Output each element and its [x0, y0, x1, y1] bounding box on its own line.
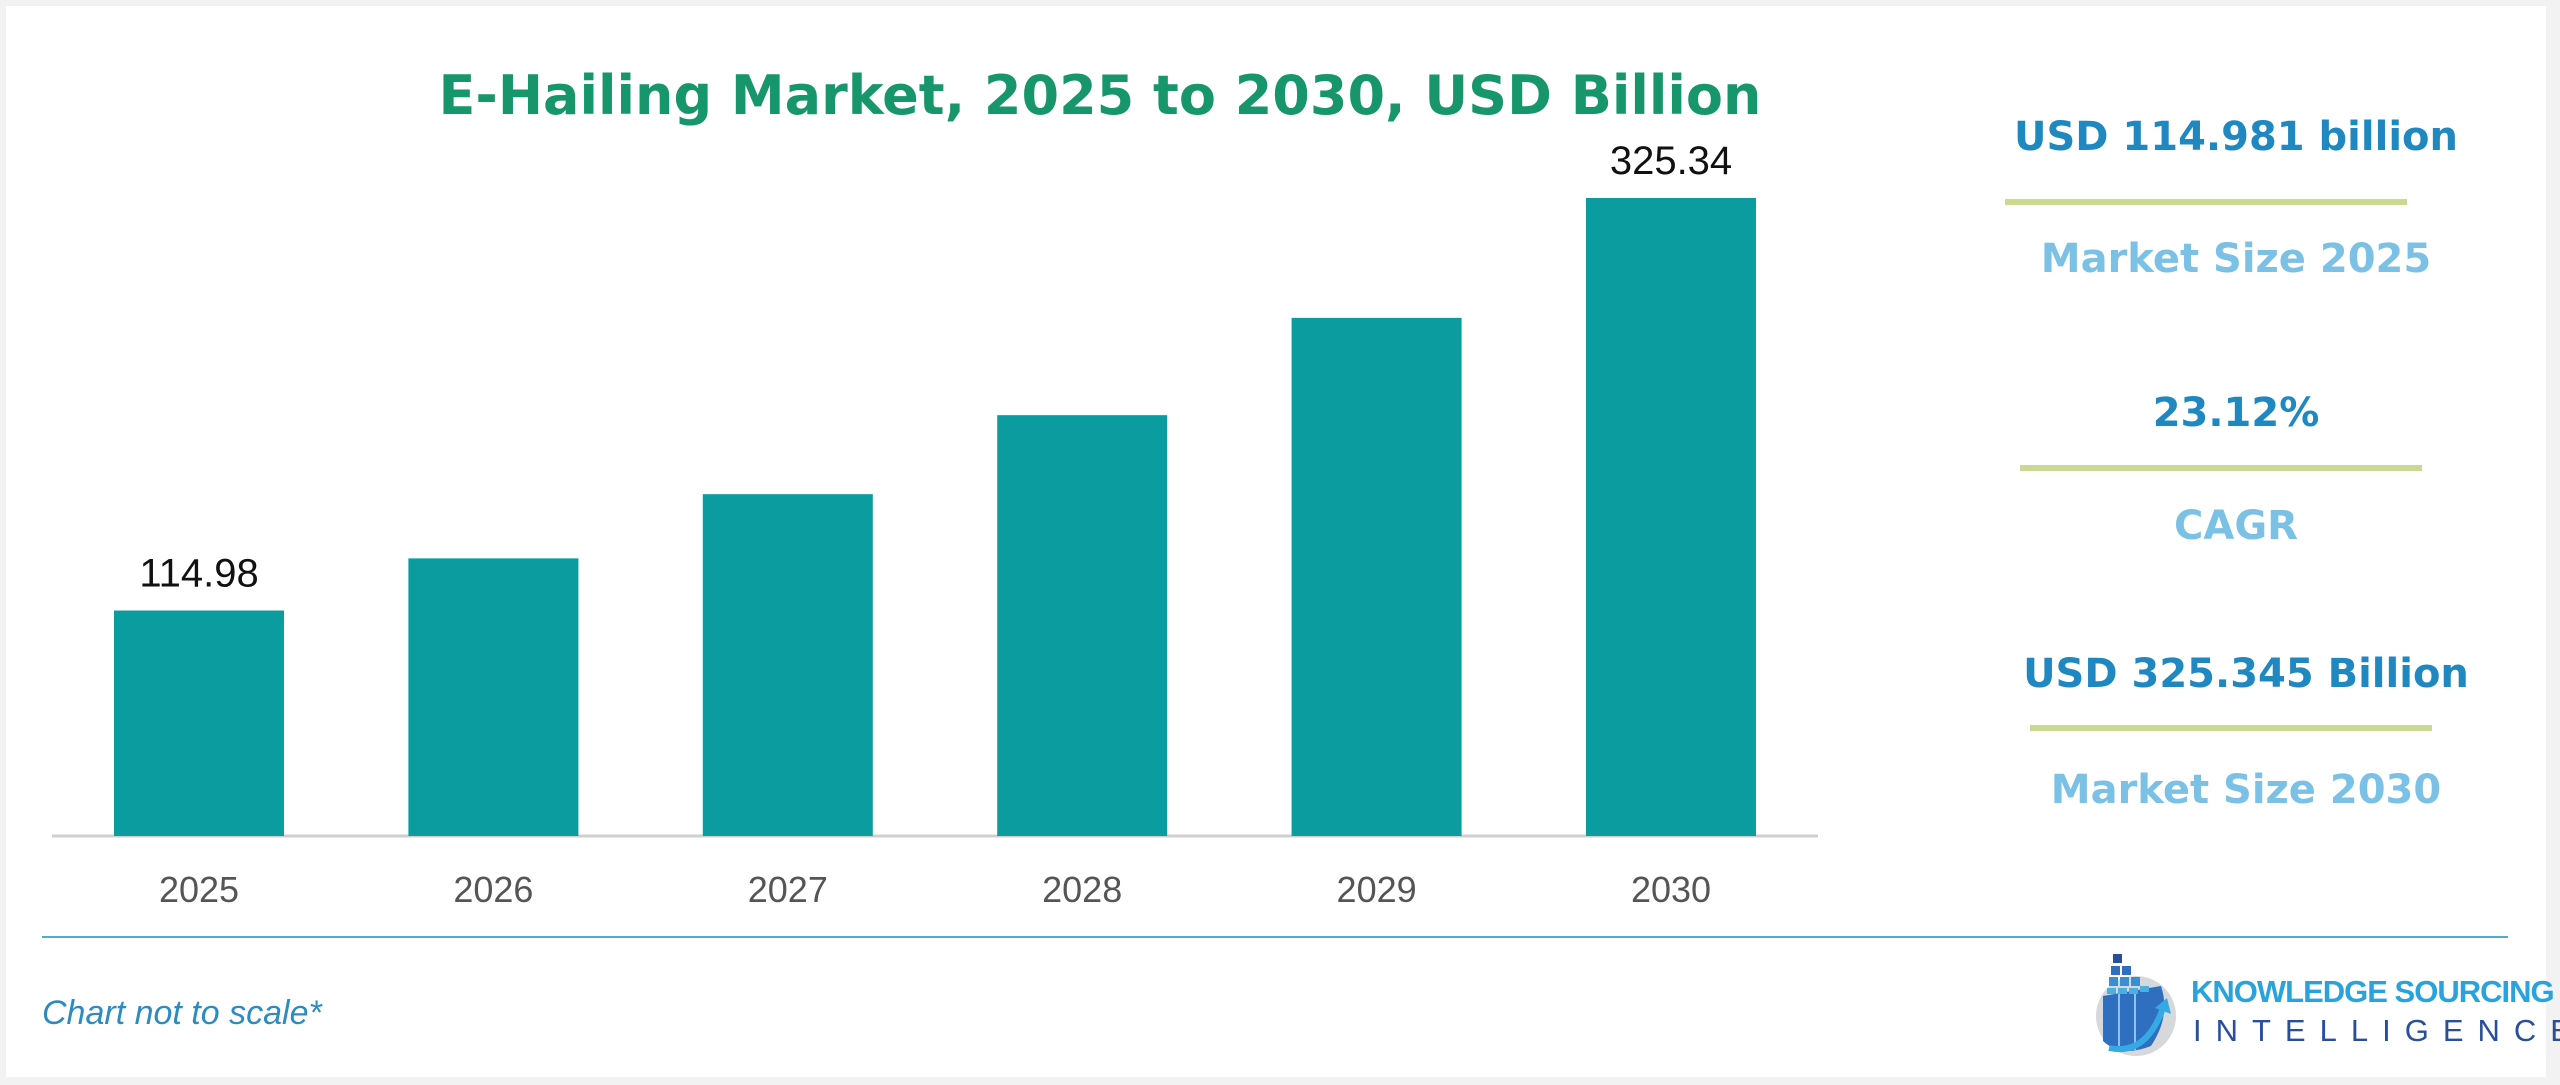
- data-label: 325.34: [1610, 139, 1732, 183]
- stat-label-cagr: CAGR: [2174, 503, 2298, 549]
- company-logo: KNOWLEDGE SOURCING INTELLIGENCE: [2091, 946, 2560, 1061]
- stat-label-market-2030: Market Size 2030: [2050, 767, 2442, 813]
- chart-note: Chart not to scale*: [42, 994, 322, 1032]
- bar-2030: [1586, 198, 1756, 836]
- bar-2027: [702, 494, 873, 836]
- stat-value-market-2030: USD 325.345 Billion: [2023, 651, 2469, 697]
- stat-rule: [2020, 465, 2422, 471]
- x-tick-label: 2025: [159, 869, 239, 910]
- stat-label-market-2025: Market Size 2025: [2040, 236, 2432, 282]
- bar-2025: [114, 610, 284, 836]
- stat-value-cagr: 23.12%: [2152, 390, 2320, 436]
- stat-value-market-2025: USD 114.981 billion: [2014, 114, 2458, 160]
- stat-rule: [2030, 725, 2432, 731]
- chart-title: E-Hailing Market, 2025 to 2030, USD Bill…: [438, 64, 1762, 127]
- bar-2029: [1291, 317, 1462, 836]
- infographic-card: E-Hailing Market, 2025 to 2030, USD Bill…: [6, 6, 2560, 1077]
- bar-2028: [997, 415, 1168, 836]
- logo-text-line2: INTELLIGENCE: [2193, 1013, 2560, 1048]
- stat-rule: [2005, 199, 2407, 205]
- logo-emblem-icon: [2096, 954, 2176, 1056]
- bar-2026: [408, 558, 579, 836]
- x-tick-label: 2029: [1337, 869, 1417, 910]
- x-tick-label: 2026: [453, 869, 533, 910]
- x-tick-label: 2028: [1042, 869, 1122, 910]
- x-tick-label: 2030: [1631, 869, 1711, 910]
- bar-chart: 2025 114.98 2026 2027 2028 2029 2030 325.34: [52, 139, 1818, 910]
- logo-text-line1: KNOWLEDGE SOURCING: [2191, 974, 2555, 1009]
- x-tick-label: 2027: [748, 869, 828, 910]
- footer-divider: [42, 936, 2508, 938]
- data-label: 114.98: [139, 552, 258, 596]
